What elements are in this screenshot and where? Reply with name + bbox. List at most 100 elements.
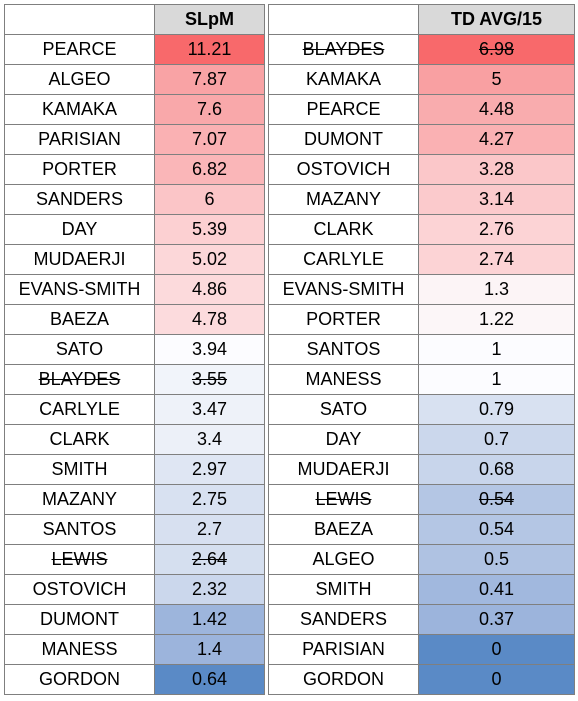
table-row: SANTOS 1	[268, 334, 575, 365]
table-row: CLARK 2.76	[268, 214, 575, 245]
stat-value-cell: 0	[418, 634, 575, 665]
table-row: PORTER 1.22	[268, 304, 575, 335]
stat-value-cell: 7.07	[154, 124, 265, 155]
fighter-name-cell: KAMAKA	[4, 94, 155, 125]
fighter-name-cell: PEARCE	[268, 94, 419, 125]
fighter-name-cell: BAEZA	[4, 304, 155, 335]
table-row: DUMONT 4.27	[268, 124, 575, 155]
table-row: BLAYDES 3.55	[4, 364, 265, 395]
table-row: MUDAERJI 5.02	[4, 244, 265, 275]
table-row: OSTOVICH 3.28	[268, 154, 575, 185]
table-row: MANESS 1.4	[4, 634, 265, 665]
stat-value-cell: 0.54	[418, 484, 575, 515]
stat-value-cell: 2.64	[154, 544, 265, 575]
slpm-column-header: SLpM	[154, 4, 265, 35]
table-row: DAY 0.7	[268, 424, 575, 455]
table-row: MANESS 1	[268, 364, 575, 395]
table-row: GORDON 0.64	[4, 664, 265, 695]
stat-value-cell: 2.76	[418, 214, 575, 245]
stat-value-cell: 5.39	[154, 214, 265, 245]
table-row: LEWIS 2.64	[4, 544, 265, 575]
stat-value-cell: 1	[418, 334, 575, 365]
stat-value-cell: 2.97	[154, 454, 265, 485]
stat-value-cell: 2.7	[154, 514, 265, 545]
stat-value-cell: 1.42	[154, 604, 265, 635]
stat-value-cell: 6	[154, 184, 265, 215]
fighter-name-cell: SMITH	[4, 454, 155, 485]
fighter-name-cell: DUMONT	[268, 124, 419, 155]
stat-value-cell: 1.4	[154, 634, 265, 665]
table-row: KAMAKA 5	[268, 64, 575, 95]
fighter-name-cell: PORTER	[268, 304, 419, 335]
table-row: MAZANY 2.75	[4, 484, 265, 515]
name-column-header	[268, 4, 419, 35]
fighter-name-cell: BAEZA	[268, 514, 419, 545]
fighter-name-cell: ALGEO	[4, 64, 155, 95]
stat-value-cell: 0.68	[418, 454, 575, 485]
td-avg-column-header: TD AVG/15	[418, 4, 575, 35]
stat-value-cell: 0.7	[418, 424, 575, 455]
fighter-name-cell: ALGEO	[268, 544, 419, 575]
table-row: PORTER 6.82	[4, 154, 265, 185]
table-row: ALGEO 7.87	[4, 64, 265, 95]
fighter-name-cell: LEWIS	[4, 544, 155, 575]
table-row: CARLYLE 3.47	[4, 394, 265, 425]
table-row: SANDERS 0.37	[268, 604, 575, 635]
table-row: MUDAERJI 0.68	[268, 454, 575, 485]
table-row: CLARK 3.4	[4, 424, 265, 455]
name-column-header	[4, 4, 155, 35]
table-row: BLAYDES 6.98	[268, 34, 575, 65]
table-row: SATO 3.94	[4, 334, 265, 365]
table-row: SANTOS 2.7	[4, 514, 265, 545]
fighter-name-cell: SATO	[4, 334, 155, 365]
fighter-name-cell: SANDERS	[268, 604, 419, 635]
fighter-name-cell: DUMONT	[4, 604, 155, 635]
table-row: MAZANY 3.14	[268, 184, 575, 215]
stat-value-cell: 7.87	[154, 64, 265, 95]
fighter-name-cell: MUDAERJI	[268, 454, 419, 485]
stat-value-cell: 5	[418, 64, 575, 95]
fighter-name-cell: SANDERS	[4, 184, 155, 215]
td-avg-table: TD AVG/15 BLAYDES 6.98 KAMAKA 5 PEARCE 4.48 DU…	[268, 4, 575, 695]
table-row: SANDERS 6	[4, 184, 265, 215]
fighter-name-cell: GORDON	[4, 664, 155, 695]
fighter-name-cell: LEWIS	[268, 484, 419, 515]
table-row: GORDON 0	[268, 664, 575, 695]
fighter-name-cell: MAZANY	[268, 184, 419, 215]
stat-value-cell: 6.98	[418, 34, 575, 65]
stat-value-cell: 0.41	[418, 574, 575, 605]
fighter-name-cell: KAMAKA	[268, 64, 419, 95]
stat-value-cell: 4.86	[154, 274, 265, 305]
table-row: KAMAKA 7.6	[4, 94, 265, 125]
stat-value-cell: 5.02	[154, 244, 265, 275]
fighter-name-cell: BLAYDES	[4, 364, 155, 395]
fighter-name-cell: PORTER	[4, 154, 155, 185]
stat-value-cell: 4.48	[418, 94, 575, 125]
table-row: SATO 0.79	[268, 394, 575, 425]
table-row: ALGEO 0.5	[268, 544, 575, 575]
stat-value-cell: 0.5	[418, 544, 575, 575]
header-row: SLpM	[4, 4, 265, 35]
fighter-name-cell: GORDON	[268, 664, 419, 695]
fighter-name-cell: MAZANY	[4, 484, 155, 515]
table-row: PEARCE 4.48	[268, 94, 575, 125]
stat-value-cell: 3.94	[154, 334, 265, 365]
table-row: PEARCE 11.21	[4, 34, 265, 65]
fighter-name-cell: OSTOVICH	[4, 574, 155, 605]
stat-value-cell: 0.79	[418, 394, 575, 425]
table-row: LEWIS 0.54	[268, 484, 575, 515]
fighter-name-cell: SANTOS	[268, 334, 419, 365]
fighter-name-cell: PARISIAN	[268, 634, 419, 665]
stat-value-cell: 3.14	[418, 184, 575, 215]
stat-value-cell: 1	[418, 364, 575, 395]
header-row: TD AVG/15	[268, 4, 575, 35]
table-row: BAEZA 0.54	[268, 514, 575, 545]
fighter-name-cell: OSTOVICH	[268, 154, 419, 185]
fighter-name-cell: CARLYLE	[268, 244, 419, 275]
stat-value-cell: 2.75	[154, 484, 265, 515]
table-row: SMITH 0.41	[268, 574, 575, 605]
table-row: PARISIAN 7.07	[4, 124, 265, 155]
table-row: SMITH 2.97	[4, 454, 265, 485]
fighter-name-cell: EVANS-SMITH	[4, 274, 155, 305]
fighter-name-cell: SMITH	[268, 574, 419, 605]
